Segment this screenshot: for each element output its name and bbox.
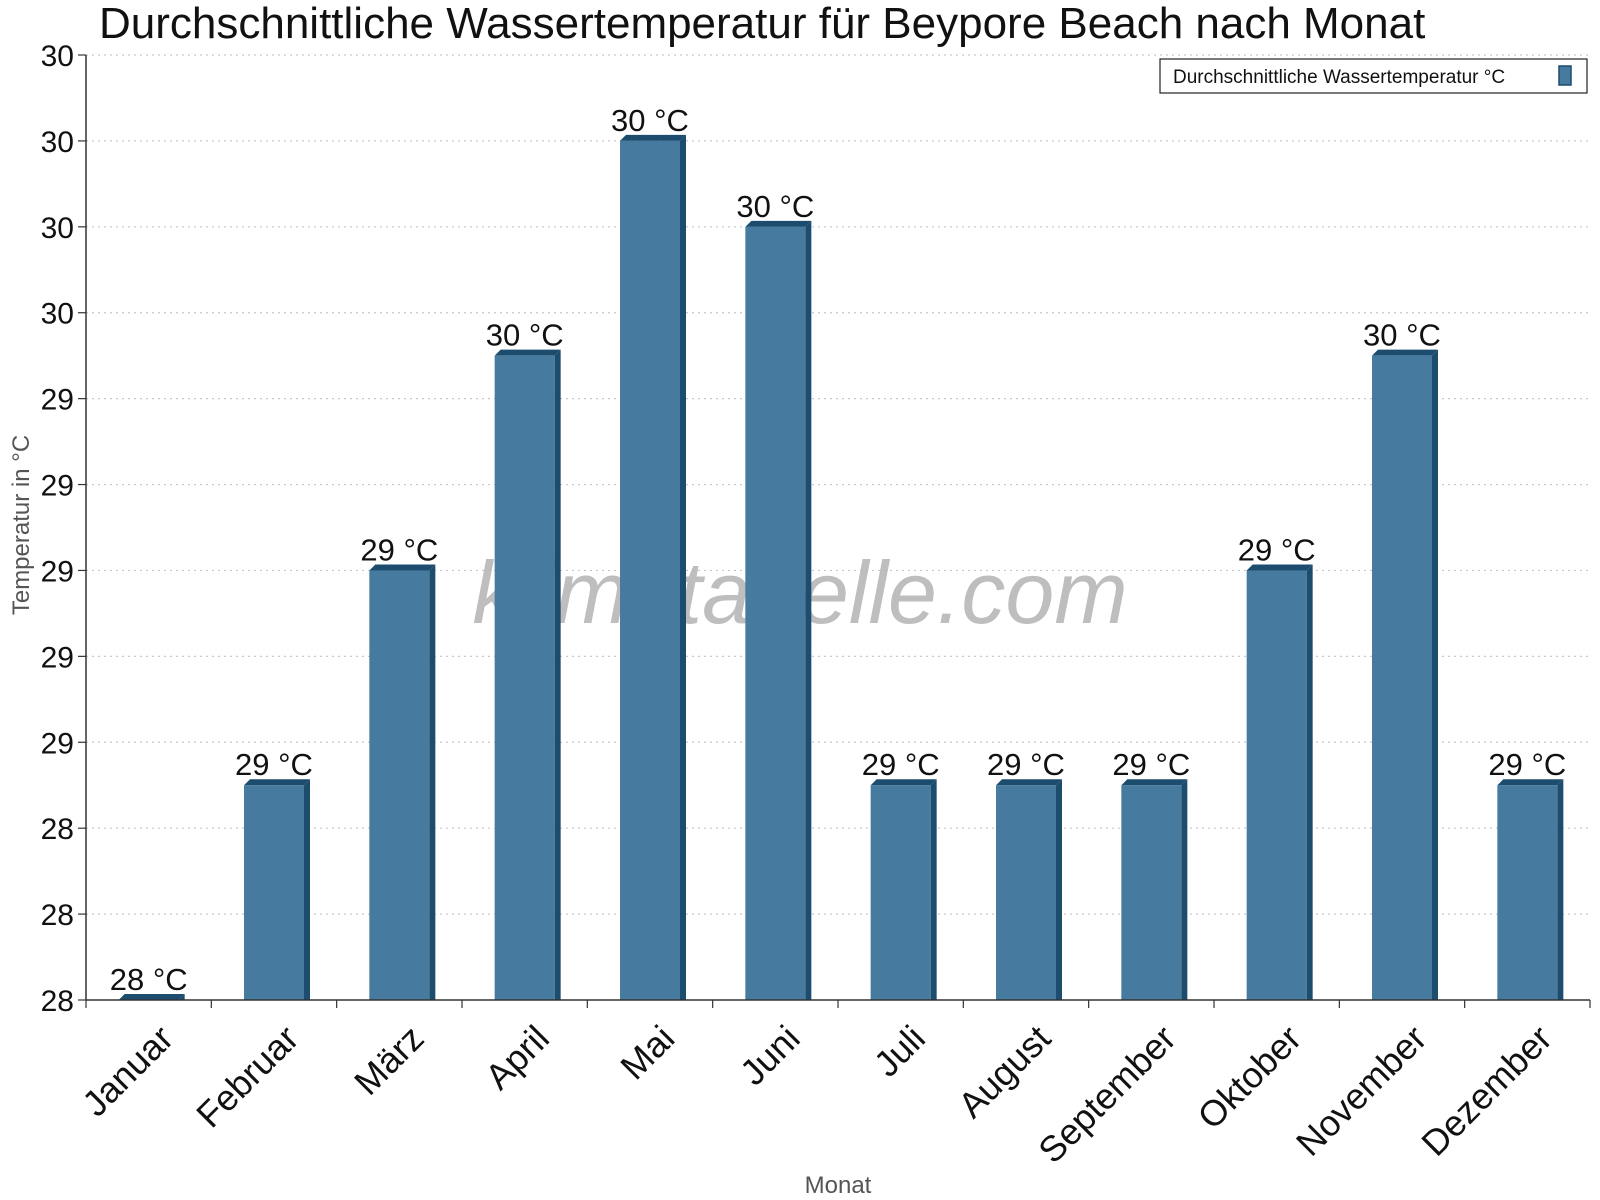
y-tick-label: 28 (41, 813, 74, 846)
bar-top (369, 564, 436, 571)
bar-side (1432, 349, 1438, 1000)
x-tick-label: Juli (866, 1017, 933, 1084)
bar-front (494, 355, 555, 1000)
bar-front (620, 140, 680, 1001)
bar (620, 134, 686, 1001)
y-axis-ticks: 28 28 28 29 29 29 29 29 30 30 30 30 (41, 40, 86, 1018)
y-tick-label: 29 (41, 727, 74, 760)
bar-top (870, 779, 937, 786)
bar (1372, 349, 1438, 1000)
data-label: 30 °C (736, 189, 814, 224)
bar-side (805, 220, 812, 1000)
x-tick-label: Januar (74, 1017, 181, 1124)
bars (118, 134, 1564, 1001)
x-axis-ticks: Januar Februar März April Mai Juni Juli AugustS… (74, 1000, 1591, 1171)
x-axis-label: Monat (805, 1172, 872, 1199)
bar-side (1181, 779, 1188, 1000)
bar-top (996, 779, 1062, 786)
data-label: 29 °C (987, 747, 1065, 782)
bar (745, 220, 812, 1000)
y-axis-label: Temperatur in °C (8, 435, 35, 615)
x-tick-label: Februar (188, 1017, 306, 1135)
bar-side (429, 564, 436, 1000)
bar-side (1056, 779, 1062, 1000)
bar-top (1497, 779, 1564, 786)
bar-top (1372, 349, 1438, 356)
x-tick-label: Oktober (1189, 1017, 1309, 1137)
y-tick-label: 28 (41, 985, 74, 1018)
data-label: 29 °C (360, 532, 438, 567)
y-tick-label: 29 (41, 555, 74, 588)
bar (996, 779, 1062, 1000)
bar-side (1557, 779, 1564, 1000)
data-label: 29 °C (235, 747, 313, 782)
x-tick-label: April (477, 1017, 557, 1097)
bar (369, 564, 436, 1000)
grid-lines (86, 54, 1590, 915)
bar-side (554, 349, 561, 1000)
data-label: 29 °C (1112, 747, 1190, 782)
bar-side (1306, 564, 1313, 1000)
bar-front (745, 226, 806, 1000)
y-tick-label: 29 (41, 384, 74, 417)
bar-front (244, 785, 304, 1000)
data-labels: 28 °C 29 °C 29 °C 30 °C 30 °C 30 °C 29 °C 29 °C… (110, 103, 1567, 997)
bar-front (1121, 785, 1182, 1000)
bar (494, 349, 561, 1000)
bar-side (304, 779, 310, 1000)
bar-top (244, 779, 310, 786)
data-label: 30 °C (1363, 318, 1441, 353)
bar-top (118, 994, 185, 1000)
data-label: 29 °C (862, 747, 940, 782)
bar-front (1372, 355, 1432, 1000)
bar-top (620, 134, 686, 141)
bar (1121, 779, 1188, 1000)
data-label: 29 °C (1238, 532, 1316, 567)
bar-top (1121, 779, 1188, 786)
bar (870, 779, 937, 1000)
legend-entry-label: Durchschnittliche Wassertemperatur °C (1173, 67, 1505, 88)
bar-front (996, 785, 1056, 1000)
bar-top (494, 349, 561, 356)
legend: Durchschnittliche Wassertemperatur °C (1159, 58, 1588, 94)
x-tick-label: Dezember (1413, 1017, 1559, 1163)
bar (1246, 564, 1313, 1000)
legend-box (1159, 58, 1588, 94)
bar (1497, 779, 1564, 1000)
y-tick-label: 30 (41, 126, 74, 159)
x-tick-label: Mai (612, 1017, 682, 1087)
data-label: 30 °C (611, 103, 689, 138)
bar-front (1246, 570, 1307, 1000)
bar-side (680, 134, 686, 1001)
data-label: 30 °C (486, 318, 564, 353)
y-tick-label: 29 (41, 641, 74, 674)
x-tick-label: November (1288, 1017, 1434, 1163)
bar-top (1246, 564, 1313, 571)
bar-front (369, 570, 430, 1000)
bar (118, 994, 185, 1000)
x-tick-label: September (1030, 1017, 1184, 1171)
x-tick-label: August (950, 1017, 1058, 1125)
y-tick-label: 29 (41, 470, 74, 503)
bar-front (1497, 785, 1558, 1000)
data-label: 29 °C (1488, 747, 1566, 782)
bar (244, 779, 310, 1000)
legend-swatch (1558, 65, 1572, 86)
chart-title: Durchschnittliche Wassertemperatur für B… (99, 0, 1425, 48)
y-tick-label: 28 (41, 899, 74, 932)
y-tick-label: 30 (41, 40, 74, 73)
bar-top (745, 220, 812, 227)
y-tick-label: 30 (41, 298, 74, 331)
y-tick-label: 30 (41, 212, 74, 245)
x-tick-label: März (346, 1017, 432, 1103)
axes (85, 55, 1590, 1001)
bar-front (870, 785, 931, 1000)
bar-side (930, 779, 937, 1000)
data-label: 28 °C (110, 962, 188, 997)
x-tick-label: Juni (732, 1017, 808, 1093)
